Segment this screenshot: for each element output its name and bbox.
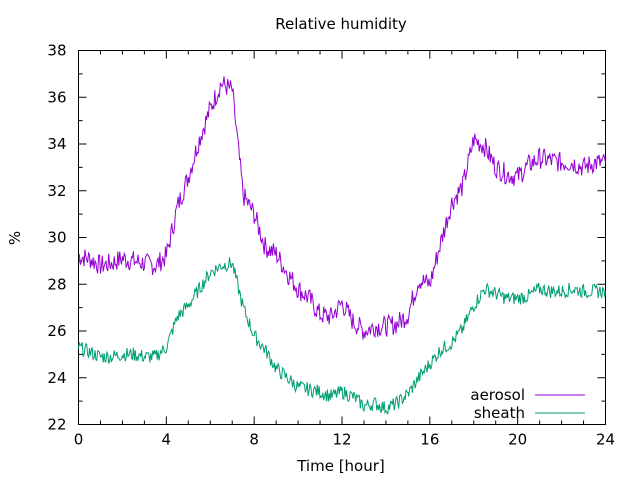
y-tick-labels: 22 24 26 28 30 32 34 36 38 [47, 42, 66, 434]
x-tick-label: 8 [249, 431, 259, 449]
y-tick-label: 30 [47, 229, 66, 247]
legend-label-sheath: sheath [474, 404, 525, 422]
y-tick-label: 28 [47, 275, 66, 293]
legend-label-aerosol: aerosol [470, 386, 525, 404]
x-tick-label: 4 [162, 431, 172, 449]
y-tick-label: 34 [47, 135, 66, 153]
x-axis-label: Time [hour] [296, 457, 385, 475]
y-tick-label: 32 [47, 182, 66, 200]
plot-frame [78, 50, 606, 425]
x-tick-label: 20 [508, 431, 527, 449]
series-layer [78, 76, 606, 415]
y-tick-label: 26 [47, 322, 66, 340]
y-tick-label: 24 [47, 369, 66, 387]
y-tick-label: 38 [47, 42, 66, 60]
chart-title: Relative humidity [275, 15, 407, 33]
y-tick-label: 36 [47, 88, 66, 106]
x-tick-label: 12 [332, 431, 351, 449]
x-tick-label: 16 [420, 431, 439, 449]
y-axis-label: % [6, 231, 24, 245]
y-tick-label: 22 [47, 416, 66, 434]
series-line-sheath [78, 257, 606, 415]
x-tick-label: 0 [74, 431, 84, 449]
axis-ticks [78, 50, 606, 425]
x-tick-labels: 0 4 8 12 16 20 24 [74, 431, 615, 449]
series-line-aerosol [78, 76, 606, 340]
x-tick-label: 24 [596, 431, 615, 449]
